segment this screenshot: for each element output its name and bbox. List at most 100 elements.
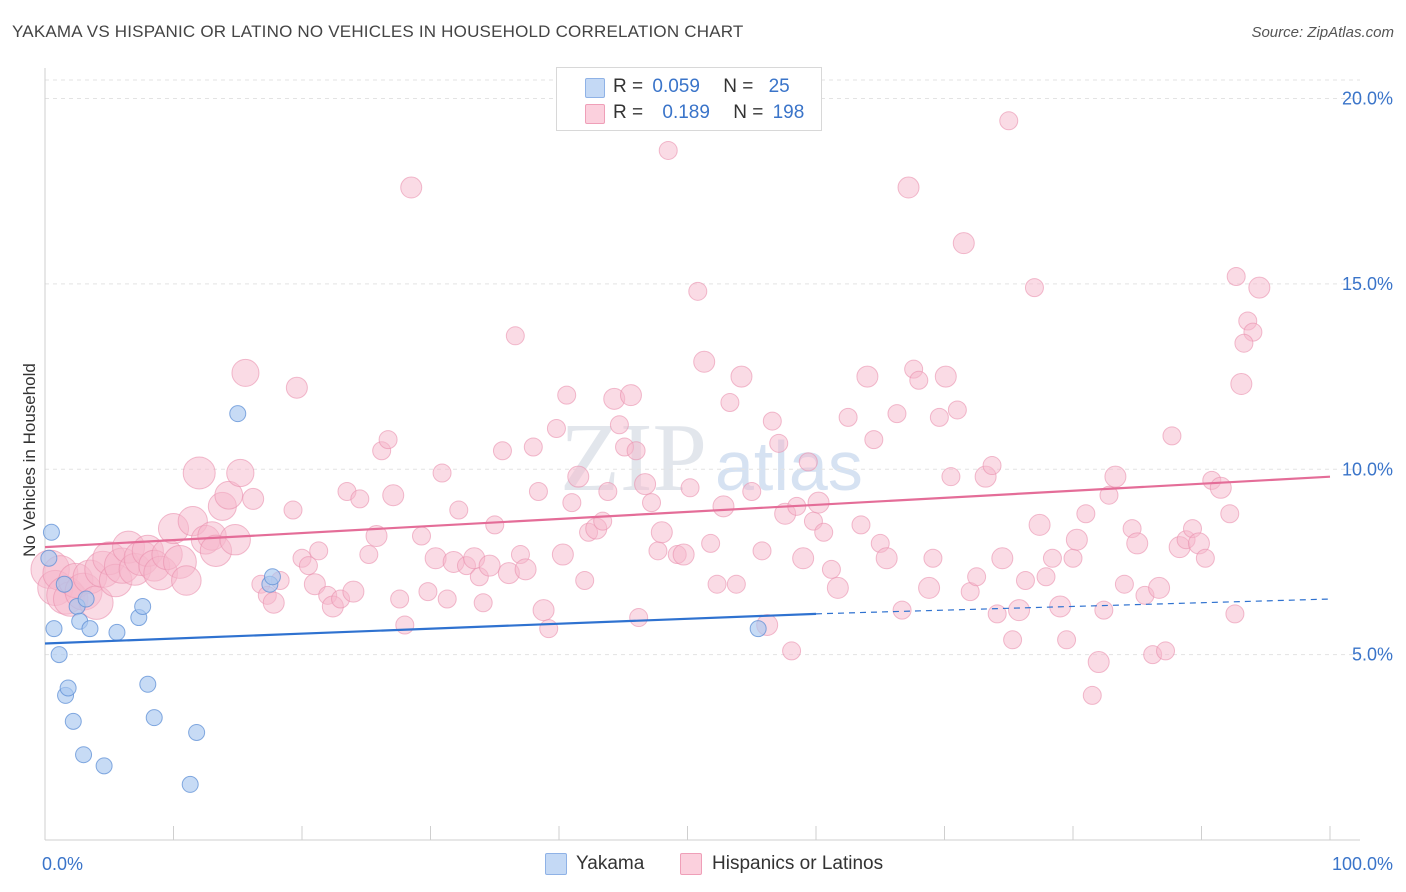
hispanic-point	[1024, 278, 1044, 298]
hispanic-point	[412, 526, 432, 546]
hispanic-point	[897, 176, 920, 199]
hispanic-point	[557, 385, 577, 405]
hispanic-point	[551, 543, 574, 566]
hispanic-point	[1226, 266, 1246, 286]
hispanic-point	[892, 600, 912, 620]
hispanic-point	[478, 554, 501, 577]
hispanic-point	[473, 593, 493, 613]
hispanic-point	[909, 370, 929, 390]
hispanic-point	[1156, 641, 1176, 661]
legend-box: R = 0.059 N = 25 R = 0.189 N = 198	[556, 67, 822, 131]
hispanic-point	[856, 365, 879, 388]
bottom-legend-swatch-yakama	[545, 853, 567, 875]
hispanic-point	[769, 433, 789, 453]
legend-row-hispanic: R = 0.189 N = 198	[613, 102, 804, 124]
y-tick-label: 20.0%	[1342, 89, 1393, 109]
hispanic-point	[693, 350, 716, 373]
legend-r-value: 0.189	[662, 102, 710, 123]
yakama-point	[42, 523, 60, 541]
yakama-point	[229, 405, 247, 423]
hispanic-point	[171, 565, 202, 596]
yakama-point	[64, 712, 82, 730]
hispanic-point	[575, 570, 595, 590]
y-tick-label: 5.0%	[1352, 645, 1393, 665]
hispanic-point	[231, 358, 260, 387]
hispanic-point	[720, 393, 740, 413]
yakama-point	[55, 575, 73, 593]
hispanic-point	[875, 547, 898, 570]
hispanic-point	[378, 430, 398, 450]
hispanic-point	[1042, 548, 1062, 568]
hispanic-point	[303, 573, 326, 596]
hispanic-point	[1104, 465, 1127, 488]
hispanic-point	[505, 326, 525, 346]
hispanic-point	[634, 473, 657, 496]
yakama-point	[181, 775, 199, 793]
hispanic-point	[680, 478, 700, 498]
legend-swatch-hispanic	[585, 104, 605, 124]
hispanic-point	[1082, 685, 1102, 705]
hispanic-point	[1230, 373, 1253, 395]
hispanic-point	[523, 437, 543, 457]
hispanic-point	[1220, 504, 1240, 524]
hispanic-point	[424, 547, 447, 570]
hispanic-point	[982, 456, 1002, 476]
yakama-point	[45, 620, 63, 638]
hispanic-point	[350, 489, 370, 509]
hispanic-point	[395, 615, 415, 635]
hispanic-point	[629, 608, 649, 628]
tick-labels: 5.0% 10.0% 15.0% 20.0% 0.0% 100.0%	[42, 89, 1393, 874]
hispanic-point	[672, 543, 695, 566]
hispanic-point	[1209, 476, 1232, 499]
hispanic-point	[967, 567, 987, 587]
hispanic-point	[598, 482, 618, 502]
hispanic-point	[567, 465, 590, 488]
hispanic-point	[1162, 426, 1182, 446]
chart-title: YAKAMA VS HISPANIC OR LATINO NO VEHICLES…	[12, 22, 744, 41]
hispanic-point	[1248, 276, 1271, 299]
hispanic-point	[365, 525, 388, 547]
hispanic-point	[947, 400, 967, 420]
hispanic-point	[214, 480, 244, 510]
bottom-legend-hispanic: Hispanics or Latinos	[712, 853, 884, 874]
hispanic-point	[1003, 630, 1023, 650]
source-label: Source: ZipAtlas.com	[1251, 24, 1394, 41]
hispanic-point	[562, 493, 582, 513]
legend-n-label: N =	[733, 102, 764, 123]
legend-r-label: R =	[613, 76, 644, 97]
y-axis-label: No Vehicles in Household	[20, 363, 39, 557]
hispanic-point	[449, 500, 469, 520]
hispanic-point	[1099, 485, 1119, 505]
hispanic-point	[941, 467, 961, 487]
y-tick-label: 15.0%	[1342, 274, 1393, 294]
yakama-point	[145, 709, 163, 727]
yakama-point	[81, 620, 99, 638]
hispanic-point	[532, 599, 555, 622]
hispanic-point	[1087, 651, 1110, 674]
hispanic-point	[929, 407, 949, 427]
hispanic-point	[242, 487, 265, 510]
hispanic-point	[1148, 576, 1171, 599]
y-tick-label: 10.0%	[1342, 459, 1393, 479]
hispanic-point	[298, 556, 318, 576]
hispanic-point	[864, 430, 884, 450]
hispanic-point	[934, 365, 957, 388]
hispanic-point	[528, 482, 548, 502]
hispanic-point	[1094, 600, 1114, 620]
hispanic-point	[400, 176, 423, 199]
hispanic-point	[182, 456, 216, 490]
hispanic-point	[792, 547, 815, 570]
hispanic-point	[226, 458, 255, 488]
yakama-point	[95, 757, 113, 775]
legend-n-value: 25	[768, 76, 790, 97]
hispanic-point	[283, 500, 303, 520]
hispanic-point	[1195, 548, 1215, 568]
yakama-point	[77, 590, 95, 608]
x-tick-label: 0.0%	[42, 854, 83, 874]
yakama-point	[59, 679, 77, 697]
hispanic-point	[1234, 333, 1254, 353]
hispanic-point	[742, 482, 762, 502]
hispanic-point	[821, 559, 841, 579]
hispanic-point	[658, 140, 678, 160]
yakama-point	[40, 549, 58, 567]
